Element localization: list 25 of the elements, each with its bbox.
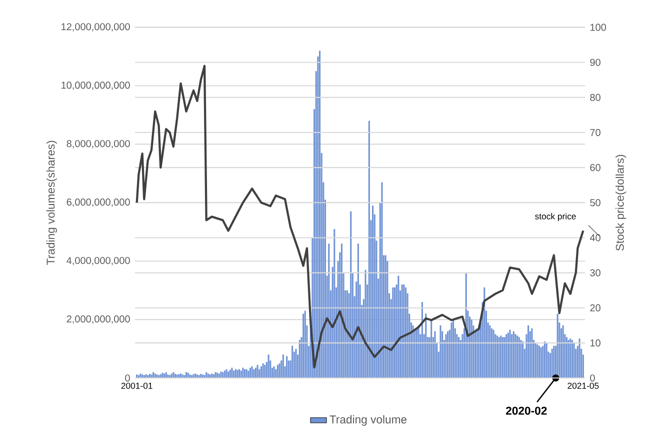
y2-tick-label: 0	[590, 374, 595, 382]
y2-tick-label: 90	[590, 58, 600, 66]
y2-tick-label: 60	[590, 164, 600, 172]
y2-tick-label: 100	[590, 24, 606, 31]
y2-tick-label: 30	[590, 269, 600, 276]
y-tick-label: 2,000,000,000	[66, 315, 130, 324]
y-tick-label: 10,000,000,000	[62, 82, 130, 90]
y-tick-label: 12,000,000,000	[62, 23, 130, 32]
y-tick-label: 0	[125, 374, 130, 382]
y2-tick-label: 10	[590, 339, 600, 346]
x-tick-label: 2021-05	[568, 382, 599, 389]
y2-tick-label: 20	[590, 304, 600, 312]
series-label: stock price	[535, 213, 576, 222]
y2-tick-label: 40	[590, 234, 600, 242]
x-tick-label: 2001-01	[121, 382, 152, 389]
y-tick-label: 8,000,000,000	[66, 140, 130, 148]
legend-label: Trading volume	[330, 415, 407, 426]
y2-axis-title: Stock price(dollars)	[616, 154, 626, 251]
y2-tick-label: 50	[590, 199, 600, 206]
y-tick-label: 4,000,000,000	[66, 256, 130, 266]
annotation: 2020-02	[506, 406, 547, 415]
y2-tick-label: 80	[590, 94, 600, 102]
y-axis-title: Trading volumes(shares)	[46, 140, 57, 265]
y2-tick-label: 70	[590, 128, 600, 136]
y-tick-label: 6,000,000,000	[66, 198, 130, 207]
